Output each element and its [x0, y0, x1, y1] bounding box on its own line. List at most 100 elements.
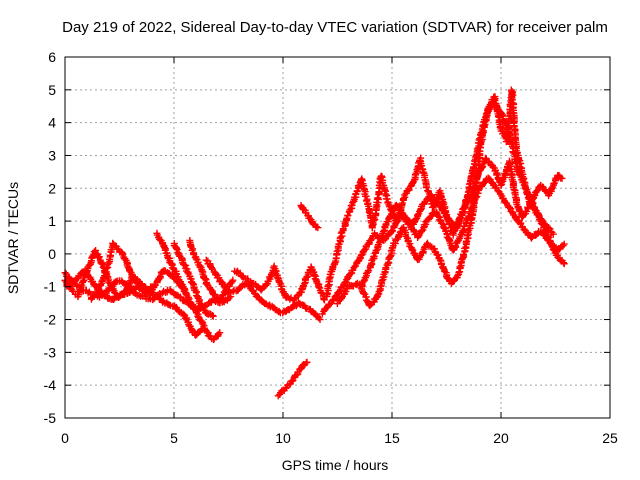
data-point: [374, 291, 382, 299]
data-point: [456, 263, 464, 271]
data-point: [97, 280, 105, 288]
data-point: [102, 265, 110, 273]
data-point: [506, 203, 514, 211]
data-point: [333, 247, 341, 255]
y-tick-label: 5: [48, 82, 56, 98]
data-point: [210, 296, 218, 304]
data-point: [184, 269, 192, 277]
x-tick-label: 20: [493, 430, 509, 446]
data-point: [106, 251, 114, 259]
data-point: [344, 211, 352, 219]
x-tick-label: 25: [602, 430, 618, 446]
y-tick-label: 3: [48, 147, 56, 163]
data-point: [306, 214, 314, 222]
x-axis-label: GPS time / hours: [282, 457, 389, 473]
y-tick-label: 6: [48, 49, 56, 65]
data-point: [375, 188, 383, 196]
data-point: [225, 294, 233, 302]
data-point: [400, 195, 408, 203]
x-tick-label: 15: [384, 430, 400, 446]
data-point: [471, 157, 479, 165]
y-tick-labels: -5 -4 -3 -2 -1 0 1 2 3 4 5 6: [44, 49, 57, 426]
data-point: [434, 212, 442, 220]
y-tick-label: -2: [44, 312, 57, 328]
data-points: [61, 86, 568, 400]
data-point: [510, 149, 518, 157]
data-point: [521, 185, 529, 193]
data-point: [115, 293, 123, 301]
data-point: [394, 232, 402, 240]
data-point: [208, 264, 216, 272]
data-point: [414, 211, 422, 219]
data-point: [349, 199, 357, 207]
series-track-7: [202, 256, 324, 324]
data-point: [418, 162, 426, 170]
data-point: [560, 259, 568, 267]
y-tick-label: 2: [48, 180, 56, 196]
x-tick-label: 0: [61, 430, 69, 446]
data-point: [379, 228, 387, 236]
y-tick-label: -3: [44, 344, 57, 360]
data-point: [187, 243, 195, 251]
data-point: [288, 377, 296, 385]
data-point: [112, 278, 120, 286]
data-point: [202, 256, 210, 264]
data-point: [229, 276, 237, 284]
series-track-9: [274, 358, 311, 400]
data-point: [560, 260, 568, 268]
data-point: [508, 96, 516, 104]
data-point: [549, 230, 557, 238]
axis-ticks: [64, 56, 611, 419]
data-point: [148, 283, 156, 291]
plot-frame: [64, 56, 611, 419]
data-point: [216, 329, 224, 337]
series-track-3: [87, 239, 156, 303]
data-point: [207, 286, 215, 294]
data-point: [199, 320, 207, 328]
y-tick-label: -5: [44, 410, 57, 426]
y-tick-label: -1: [44, 279, 57, 295]
y-tick-label: -4: [44, 377, 57, 393]
data-point: [472, 151, 480, 159]
y-tick-label: 4: [48, 115, 56, 131]
data-point: [545, 224, 553, 232]
data-point: [209, 312, 217, 320]
series-track-10: [297, 201, 322, 232]
y-tick-label: 0: [48, 246, 56, 262]
series-track-14: [358, 98, 557, 290]
data-point: [528, 234, 536, 242]
data-point: [214, 330, 222, 338]
data-point: [477, 129, 485, 137]
data-point: [104, 259, 112, 267]
data-point: [227, 293, 235, 301]
grid: [65, 57, 610, 418]
data-point: [209, 312, 217, 320]
data-point: [496, 123, 504, 131]
x-tick-label: 5: [170, 430, 178, 446]
data-point: [408, 245, 416, 253]
data-point: [365, 208, 373, 216]
data-point: [187, 301, 195, 309]
data-point: [101, 269, 109, 277]
data-point: [444, 216, 452, 224]
data-point: [487, 178, 495, 186]
data-point: [455, 218, 463, 226]
data-point: [528, 198, 536, 206]
data-point: [221, 282, 229, 290]
data-point: [316, 316, 324, 324]
y-axis-label: SDTVAR / TECUs: [5, 182, 21, 294]
x-tick-labels: 0 5 10 15 20 25: [61, 430, 618, 446]
data-point: [454, 236, 462, 244]
data-point: [313, 223, 321, 231]
data-point: [435, 216, 443, 224]
chart-title: Day 219 of 2022, Sidereal Day-to-day VTE…: [62, 19, 608, 36]
data-point: [289, 303, 297, 311]
data-point: [314, 224, 322, 232]
x-tick-label: 10: [275, 430, 291, 446]
data-point: [303, 358, 311, 366]
series-track-4: [153, 229, 224, 344]
data-point: [454, 272, 462, 280]
data-point: [518, 176, 526, 184]
